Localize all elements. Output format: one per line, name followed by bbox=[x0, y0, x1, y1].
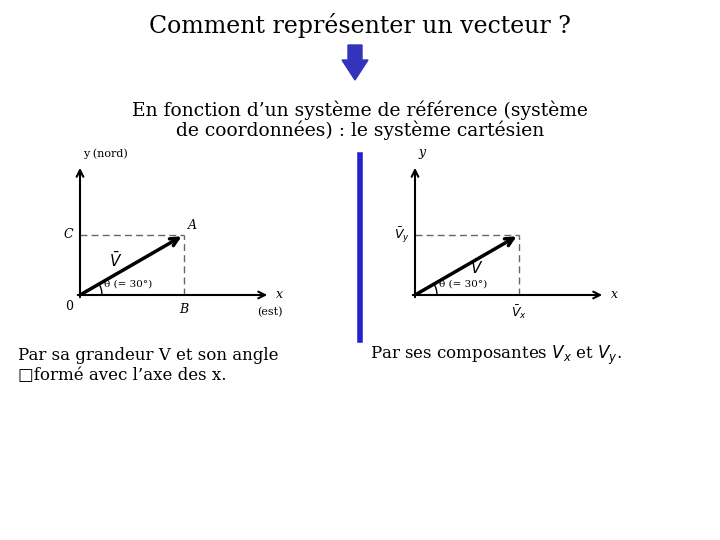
FancyArrow shape bbox=[342, 45, 368, 80]
Text: B: B bbox=[179, 303, 189, 316]
Text: C: C bbox=[63, 228, 73, 241]
Text: x: x bbox=[611, 288, 618, 301]
Text: x: x bbox=[276, 288, 283, 301]
Text: (est): (est) bbox=[257, 307, 283, 318]
Text: En fonction d’un système de référence (système: En fonction d’un système de référence (s… bbox=[132, 100, 588, 120]
Text: 0: 0 bbox=[65, 300, 73, 313]
Text: y (nord): y (nord) bbox=[83, 148, 127, 159]
Text: A: A bbox=[188, 219, 197, 232]
Text: θ (= 30°): θ (= 30°) bbox=[439, 280, 487, 289]
Text: □formé avec l’axe des x.: □formé avec l’axe des x. bbox=[18, 367, 227, 383]
Text: $\bar{V}$: $\bar{V}$ bbox=[109, 251, 122, 269]
Text: θ (= 30°): θ (= 30°) bbox=[104, 280, 152, 289]
Text: $\bar{V}_y$: $\bar{V}_y$ bbox=[394, 225, 410, 245]
Text: Par ses composantes $V_x$ et $V_y$.: Par ses composantes $V_x$ et $V_y$. bbox=[370, 343, 622, 367]
Text: Par sa grandeur V et son angle: Par sa grandeur V et son angle bbox=[18, 347, 279, 363]
Text: $\bar{V}$: $\bar{V}$ bbox=[470, 258, 484, 276]
Text: de coordonnées) : le système cartésien: de coordonnées) : le système cartésien bbox=[176, 120, 544, 140]
Text: Comment représenter un vecteur ?: Comment représenter un vecteur ? bbox=[149, 12, 571, 37]
Text: $\bar{V}_x$: $\bar{V}_x$ bbox=[511, 303, 527, 321]
Text: y: y bbox=[418, 146, 425, 159]
